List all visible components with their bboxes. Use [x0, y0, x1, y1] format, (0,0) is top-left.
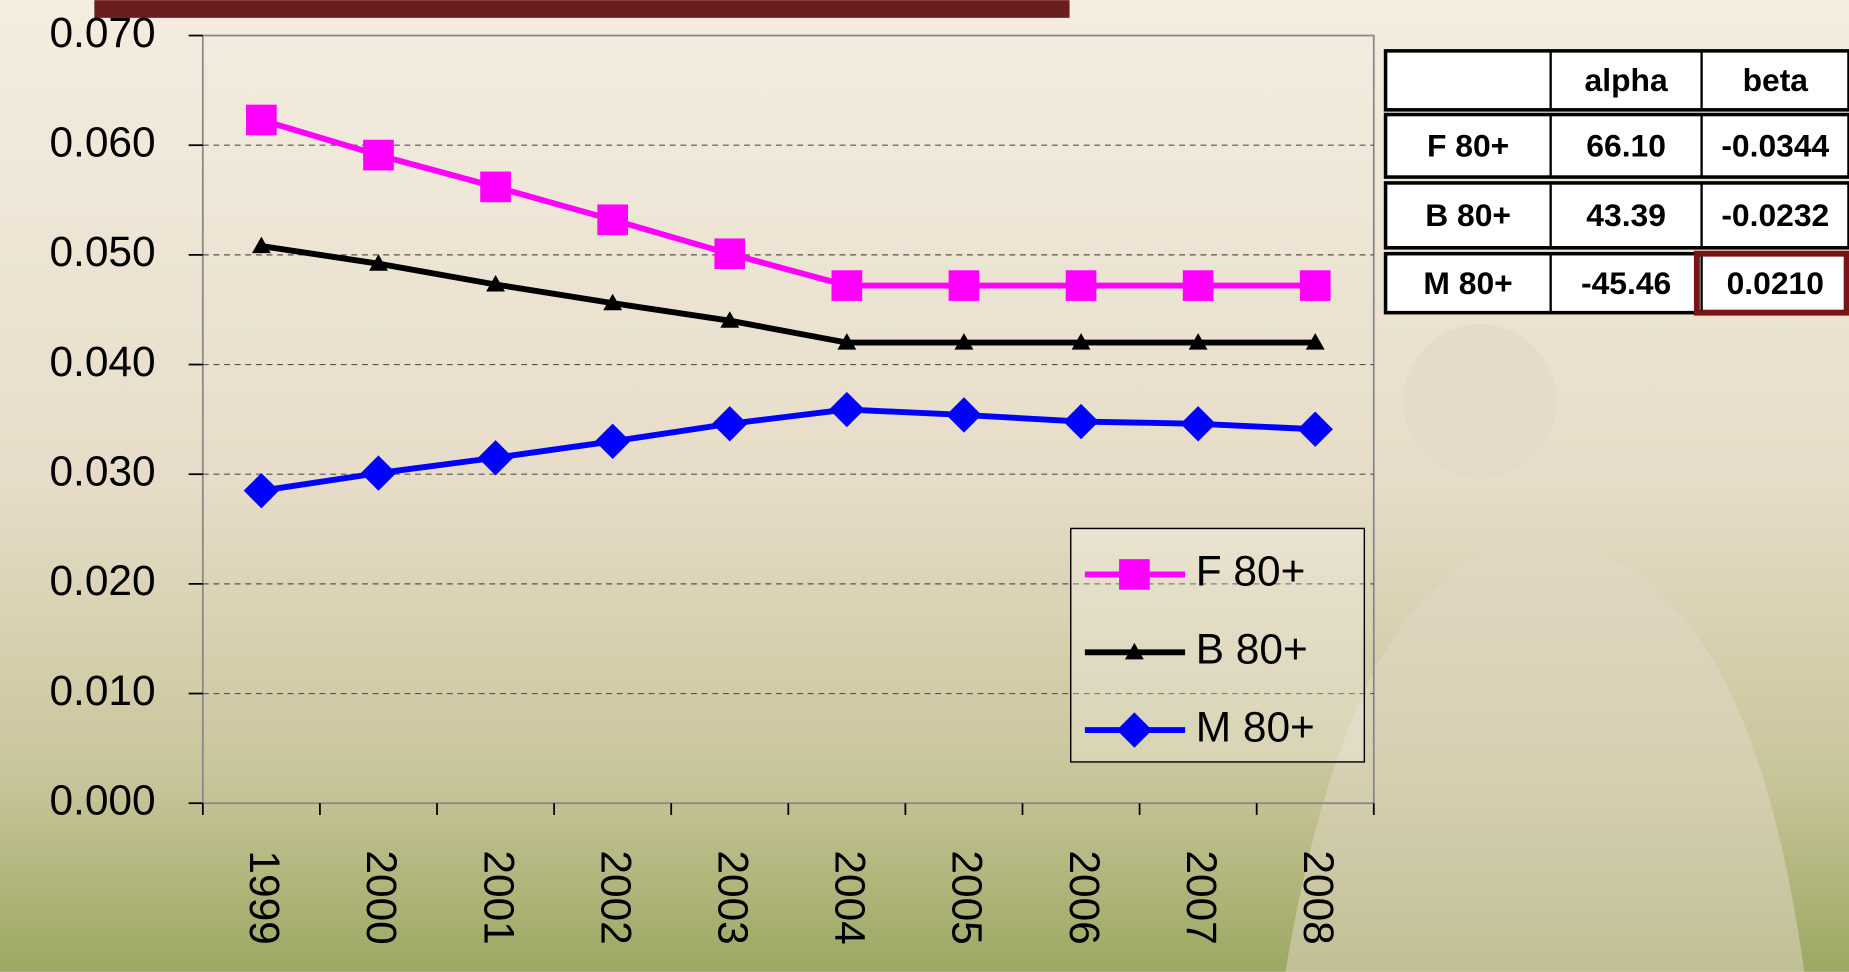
grid: 0.000 0.010 0.020 0.030 0.040 0.050 0.060 0.070… — [49, 9, 1375, 945]
x-tick-label: 2003 — [710, 850, 757, 944]
x-tick-label: 2006 — [1061, 850, 1108, 944]
table: alpha beta F 80+ 66.10 -0.0344 B 80+ 43.39 -0.0… — [1383, 49, 1849, 316]
marker — [1063, 403, 1099, 440]
table-cell: B 80+ — [1425, 197, 1511, 233]
marker — [1116, 712, 1153, 748]
marker — [1071, 333, 1091, 350]
x-tick-label: 1999 — [241, 850, 288, 944]
y-tick-label: 0.030 — [49, 447, 155, 494]
table-cell: -45.46 — [1581, 265, 1671, 301]
y-tick-label: 0.050 — [49, 228, 155, 275]
legend: F 80+ B 80+ M 80+ — [1084, 548, 1315, 750]
marker — [1119, 559, 1150, 590]
marker — [946, 397, 982, 433]
marker — [1188, 333, 1208, 350]
legend-label: B 80+ — [1196, 625, 1308, 672]
series-line — [260, 406, 1316, 494]
x-tick-label: 2004 — [827, 850, 874, 944]
marker — [954, 333, 974, 350]
table-cell: M 80+ — [1423, 265, 1512, 301]
marker — [369, 254, 388, 271]
legend-label: F 80+ — [1196, 548, 1306, 595]
table-cell: 66.10 — [1586, 128, 1666, 164]
marker — [829, 391, 865, 428]
table-cell: beta — [1743, 62, 1809, 98]
marker — [837, 333, 857, 350]
logo-arc — [1285, 542, 1805, 972]
marker — [1305, 333, 1325, 350]
table-cell: 0.0210 — [1727, 265, 1824, 301]
table-cell: -0.0344 — [1721, 128, 1829, 164]
marker — [831, 270, 863, 301]
legend-label: M 80+ — [1196, 703, 1315, 750]
x-tick-label: 2001 — [475, 850, 522, 944]
x-tick-label: 2002 — [592, 850, 639, 944]
x-tick-label: 2007 — [1178, 850, 1225, 944]
table-row — [1383, 112, 1849, 179]
x-tick-label: 2005 — [944, 850, 991, 944]
x-tick-label: 2000 — [358, 850, 405, 944]
series-line — [260, 243, 1316, 346]
marker — [246, 104, 277, 136]
marker — [714, 238, 746, 270]
table-cell: alpha — [1585, 62, 1668, 98]
marker — [363, 139, 394, 171]
marker — [712, 406, 748, 442]
marker — [720, 311, 740, 328]
marker — [597, 204, 628, 236]
logo-dot — [1403, 324, 1557, 478]
table-row — [1383, 49, 1849, 112]
y-tick-label: 0.010 — [49, 667, 155, 714]
y-tick-label: 0.060 — [49, 118, 155, 165]
table-row — [1383, 181, 1849, 250]
marker — [1182, 270, 1214, 301]
y-tick-label: 0.000 — [49, 776, 155, 823]
marker — [480, 171, 511, 203]
table-cell: F 80+ — [1427, 128, 1509, 164]
marker — [1124, 642, 1144, 660]
marker — [1065, 270, 1097, 301]
table-row — [1383, 251, 1849, 315]
lines — [243, 104, 1333, 509]
marker — [594, 423, 631, 459]
marker — [243, 472, 280, 509]
y-tick-label: 0.040 — [49, 338, 155, 385]
highlight-box — [1693, 250, 1849, 316]
table-cell: -0.0232 — [1721, 197, 1829, 233]
y-tick-label: 0.070 — [49, 9, 155, 56]
marker — [603, 293, 623, 311]
series-line — [260, 117, 1316, 289]
table-cell: 43.39 — [1586, 197, 1666, 233]
marker — [1180, 406, 1216, 442]
marker — [251, 236, 271, 254]
marker — [948, 270, 980, 301]
marker — [486, 275, 505, 292]
marker — [1299, 270, 1331, 301]
title-bar — [94, 0, 1070, 18]
x-tick-label: 2008 — [1295, 850, 1342, 944]
y-tick-label: 0.020 — [49, 557, 155, 604]
